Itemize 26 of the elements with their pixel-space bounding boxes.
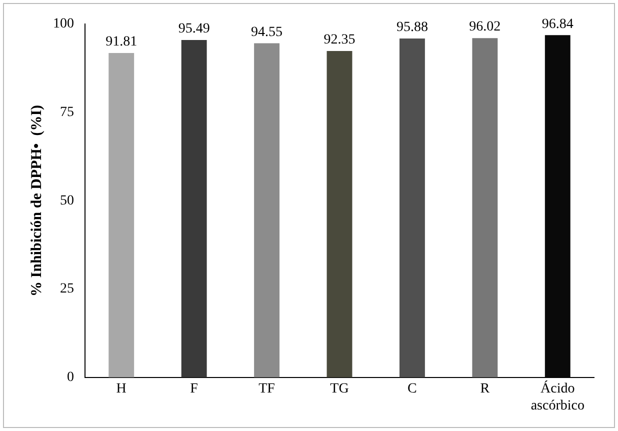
bar	[472, 38, 498, 378]
x-tick-label: TF	[258, 381, 276, 396]
bar	[181, 40, 207, 378]
data-label: 91.81	[106, 34, 138, 50]
bar	[326, 51, 352, 378]
x-tick-label: C	[408, 381, 417, 396]
data-label: 95.49	[178, 22, 210, 37]
data-label: 96.84	[542, 16, 574, 32]
x-tick-label: R	[480, 381, 490, 396]
x-tick-label: H	[116, 381, 126, 396]
data-label: 94.55	[251, 24, 283, 40]
y-tick-label: 75	[60, 105, 74, 120]
y-tick-label: 25	[60, 282, 74, 297]
x-tick-label: F	[190, 381, 198, 396]
bar	[399, 38, 425, 378]
y-tick-label: 100	[53, 16, 74, 32]
bar	[254, 43, 280, 378]
bar	[108, 52, 134, 378]
x-tick-label: Ácido ascórbico	[530, 379, 584, 414]
data-label: 92.35	[324, 32, 356, 48]
y-tick-label: 50	[60, 193, 74, 208]
x-tick-label: TG	[330, 381, 349, 396]
data-label: 96.02	[469, 20, 501, 35]
y-axis-title: % Inhibición de DPPH• (%I)	[28, 104, 45, 296]
y-tick-label: 0	[67, 370, 74, 386]
data-label: 95.88	[396, 20, 428, 36]
